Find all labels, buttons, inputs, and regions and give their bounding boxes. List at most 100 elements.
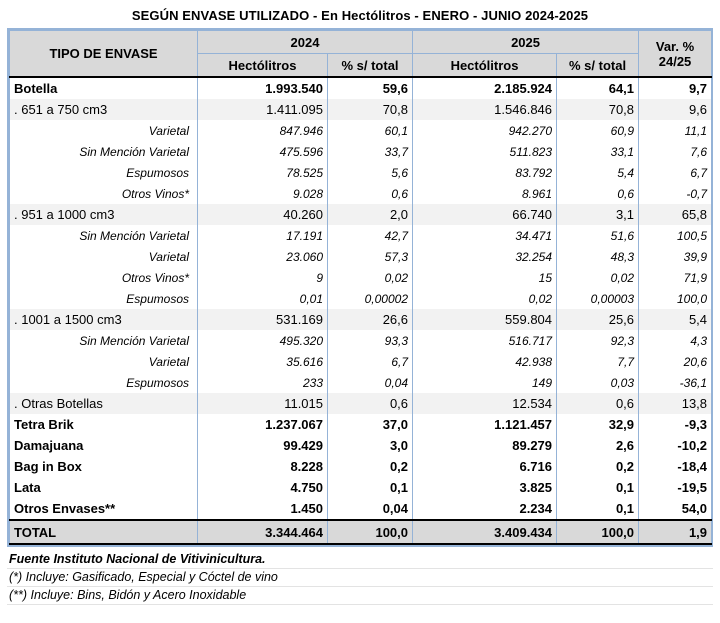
pct-total-2025-cell: 5,4	[556, 162, 640, 183]
var-pct-cell: 7,6	[638, 141, 713, 162]
col-header-2024: 2024	[196, 30, 414, 54]
var-pct-cell: 1,9	[638, 519, 713, 545]
var-pct-line2: 24/25	[658, 53, 692, 69]
hectolitros-2025-cell: 516.717	[412, 330, 558, 351]
var-pct-cell: -18,4	[638, 456, 713, 477]
table-row: . 651 a 750 cm3 1.411.095 70,8 1.546.846…	[9, 99, 713, 120]
table-row: Botella 1.993.540 59,6 2.185.924 64,1 9,…	[9, 76, 713, 99]
source-note: Fuente Instituto Nacional de Vitivinicul…	[7, 551, 713, 569]
hectolitros-2024-cell: 8.228	[197, 456, 328, 477]
var-pct-cell: 4,3	[638, 330, 713, 351]
row-label-cell: Espumosos	[9, 288, 198, 309]
hectolitros-2024-cell: 847.946	[197, 120, 328, 141]
row-label-cell: Tetra Brik	[9, 414, 198, 435]
row-label-cell: Sin Mención Varietal	[9, 141, 198, 162]
pct-total-2025-cell: 100,0	[556, 519, 640, 545]
row-label-cell: . 651 a 750 cm3	[9, 99, 198, 120]
hectolitros-2024-cell: 11.015	[197, 393, 328, 414]
pct-total-2025-cell: 0,2	[556, 456, 640, 477]
hectolitros-2024-cell: 3.344.464	[197, 519, 328, 545]
hectolitros-2025-cell: 8.961	[412, 183, 558, 204]
table-row: Otros Vinos* 9 0,02 15 0,02 71,9	[9, 267, 713, 288]
row-label-cell: . 1001 a 1500 cm3	[9, 309, 198, 330]
var-pct-cell: 5,4	[638, 309, 713, 330]
var-pct-line1: Var. %	[655, 38, 695, 54]
var-pct-cell: 20,6	[638, 351, 713, 372]
var-pct-cell: -9,3	[638, 414, 713, 435]
table-row: Sin Mención Varietal 475.596 33,7 511.82…	[9, 141, 713, 162]
table-row: . 1001 a 1500 cm3 531.169 26,6 559.804 2…	[9, 309, 713, 330]
row-label-cell: . Otras Botellas	[9, 393, 198, 414]
table-row: Varietal 23.060 57,3 32.254 48,3 39,9	[9, 246, 713, 267]
pct-total-2024-cell: 26,6	[326, 309, 414, 330]
var-pct-cell: -10,2	[638, 435, 713, 456]
hectolitros-2025-cell: 1.546.846	[412, 99, 558, 120]
report-title: SEGÚN ENVASE UTILIZADO - En Hectólitros …	[131, 8, 589, 23]
table-body: Botella 1.993.540 59,6 2.185.924 64,1 9,…	[9, 76, 713, 545]
col-header-hectolitros-2025: Hectólitros	[412, 53, 558, 78]
pct-total-2024-cell: 60,1	[326, 120, 414, 141]
hectolitros-2024-cell: 9.028	[197, 183, 328, 204]
pct-total-2024-cell: 5,6	[326, 162, 414, 183]
hectolitros-2025-cell: 32.254	[412, 246, 558, 267]
hectolitros-2024-cell: 233	[197, 372, 328, 393]
pct-total-2025-cell: 51,6	[556, 225, 640, 246]
col-header-pct-total-2025: % s/ total	[556, 53, 640, 78]
table-row: Otros Vinos* 9.028 0,6 8.961 0,6 -0,7	[9, 183, 713, 204]
var-pct-cell: 13,8	[638, 393, 713, 414]
col-header-2025: 2025	[412, 30, 640, 54]
hectolitros-2024-cell: 1.411.095	[197, 99, 328, 120]
var-pct-cell: 100,5	[638, 225, 713, 246]
hectolitros-2024-cell: 17.191	[197, 225, 328, 246]
pct-total-2025-cell: 60,9	[556, 120, 640, 141]
var-pct-cell: -36,1	[638, 372, 713, 393]
pct-total-2024-cell: 0,02	[326, 267, 414, 288]
var-pct-cell: 100,0	[638, 288, 713, 309]
row-label-cell: Damajuana	[9, 435, 198, 456]
var-pct-cell: 6,7	[638, 162, 713, 183]
pct-total-2025-cell: 0,03	[556, 372, 640, 393]
var-pct-cell: 65,8	[638, 204, 713, 225]
hectolitros-2024-cell: 1.993.540	[197, 76, 328, 99]
row-label-cell: Sin Mención Varietal	[9, 330, 198, 351]
header-row-years: TIPO DE ENVASE 2024 2025 Var. % 24/25	[9, 30, 713, 78]
col-header-hectolitros-2024: Hectólitros	[197, 53, 328, 78]
hectolitros-2024-cell: 35.616	[197, 351, 328, 372]
var-pct-cell: 39,9	[638, 246, 713, 267]
row-label-cell: TOTAL	[9, 519, 198, 545]
pct-total-2024-cell: 42,7	[326, 225, 414, 246]
row-label-cell: Lata	[9, 477, 198, 498]
pct-total-2025-cell: 33,1	[556, 141, 640, 162]
hectolitros-2024-cell: 531.169	[197, 309, 328, 330]
col-header-var-pct: Var. % 24/25	[638, 30, 713, 78]
table-row: . 951 a 1000 cm3 40.260 2,0 66.740 3,1 6…	[9, 204, 713, 225]
footnotes: Fuente Instituto Nacional de Vitivinicul…	[7, 551, 713, 605]
pct-total-2025-cell: 64,1	[556, 76, 640, 99]
pct-total-2024-cell: 0,04	[326, 372, 414, 393]
pct-total-2024-cell: 0,1	[326, 477, 414, 498]
pct-total-2024-cell: 93,3	[326, 330, 414, 351]
table-row: Sin Mención Varietal 17.191 42,7 34.471 …	[9, 225, 713, 246]
pct-total-2024-cell: 0,00002	[326, 288, 414, 309]
hectolitros-2025-cell: 83.792	[412, 162, 558, 183]
var-pct-cell: 9,7	[638, 76, 713, 99]
header-row-measures: Hectólitros % s/ total Hectólitros % s/ …	[10, 53, 712, 78]
col-header-pct-total-2024: % s/ total	[326, 53, 414, 78]
var-pct-cell: 71,9	[638, 267, 713, 288]
hectolitros-2025-cell: 1.121.457	[412, 414, 558, 435]
pct-total-2025-cell: 92,3	[556, 330, 640, 351]
table-row: Bag in Box 8.228 0,2 6.716 0,2 -18,4	[9, 456, 713, 477]
pct-total-2024-cell: 37,0	[326, 414, 414, 435]
footnote-double-asterisk: (**) Incluye: Bins, Bidón y Acero Inoxid…	[7, 587, 713, 605]
row-label-cell: Varietal	[9, 351, 198, 372]
row-label-cell: Otros Vinos*	[9, 267, 198, 288]
hectolitros-2024-cell: 1.237.067	[197, 414, 328, 435]
table-row: Espumosos 0,01 0,00002 0,02 0,00003 100,…	[9, 288, 713, 309]
hectolitros-2025-cell: 3.825	[412, 477, 558, 498]
table-row: Otros Envases** 1.450 0,04 2.234 0,1 54,…	[9, 498, 713, 520]
pct-total-2024-cell: 33,7	[326, 141, 414, 162]
pct-total-2025-cell: 7,7	[556, 351, 640, 372]
hectolitros-2025-cell: 3.409.434	[412, 519, 558, 545]
hectolitros-2025-cell: 34.471	[412, 225, 558, 246]
table-row: Varietal 847.946 60,1 942.270 60,9 11,1	[9, 120, 713, 141]
